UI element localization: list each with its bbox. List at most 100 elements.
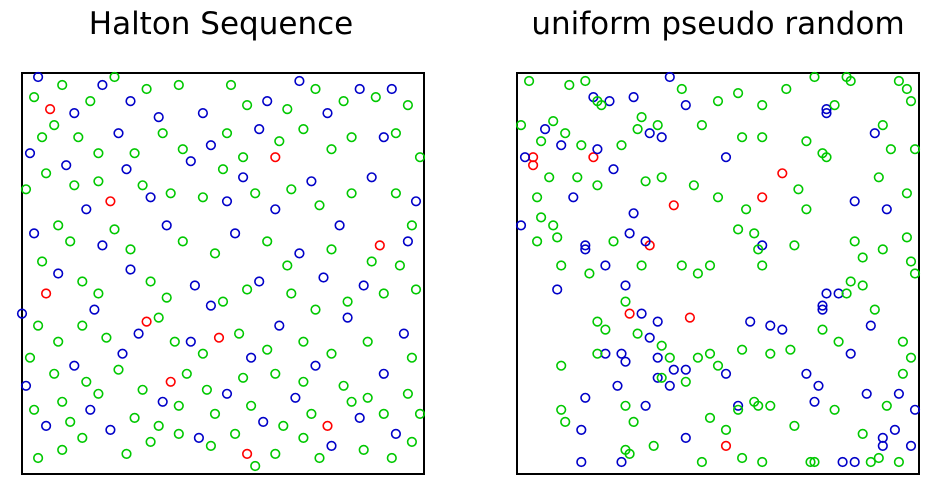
halton-point-s1-50 bbox=[246, 352, 257, 363]
halton-point-s2-1 bbox=[57, 79, 68, 91]
halton-point-s2-62 bbox=[342, 296, 353, 307]
pseudo-random-point-s1-39 bbox=[580, 392, 591, 403]
halton-point-s2-119 bbox=[250, 460, 261, 472]
halton-point-s2-74 bbox=[298, 336, 309, 347]
pseudo-random-point-s2-19 bbox=[535, 136, 547, 147]
halton-point-s1-30 bbox=[161, 220, 172, 231]
pseudo-random-point-s2-28 bbox=[757, 132, 768, 143]
pseudo-random-point-s2-53 bbox=[584, 268, 595, 279]
pseudo-random-point-s2-22 bbox=[576, 140, 587, 151]
pseudo-random-point-s2-47 bbox=[531, 192, 543, 203]
pseudo-random-point-s1-42 bbox=[732, 400, 744, 411]
pseudo-random-point-s2-41 bbox=[712, 192, 724, 203]
pseudo-random-point-s2-21 bbox=[560, 128, 571, 139]
halton-point-s2-16 bbox=[93, 148, 104, 159]
pseudo-random-point-s1-30 bbox=[652, 316, 663, 327]
pseudo-random-point-s1-67 bbox=[652, 352, 663, 363]
pseudo-random-point-s2-37 bbox=[592, 180, 603, 191]
halton-point-s1-7 bbox=[294, 75, 305, 87]
pseudo-random-point-s1-45 bbox=[765, 320, 776, 331]
pseudo-random-point-s1-8 bbox=[656, 132, 667, 143]
pseudo-random-point-s2-44 bbox=[801, 204, 812, 215]
pseudo-random-point-s1-22 bbox=[600, 260, 611, 271]
pseudo-random-point-s2-103 bbox=[765, 400, 776, 411]
pseudo-random-point-s2-92 bbox=[556, 404, 567, 415]
halton-point-s1-16 bbox=[61, 160, 72, 171]
halton-point-s2-111 bbox=[270, 448, 281, 460]
pseudo-random-title: uniform pseudo random bbox=[531, 6, 904, 42]
pseudo-random-point-s2-16 bbox=[901, 83, 913, 95]
pseudo-random-point-s0-8 bbox=[684, 312, 696, 323]
halton-point-s2-29 bbox=[40, 168, 52, 179]
pseudo-random-point-s2-23 bbox=[616, 140, 627, 151]
pseudo-random-point-s1-18 bbox=[628, 208, 639, 219]
halton-point-s1-43 bbox=[205, 300, 216, 311]
halton-point-s1-26 bbox=[270, 204, 281, 215]
pseudo-random-point-s1-25 bbox=[849, 196, 860, 207]
halton-point-s2-101 bbox=[378, 408, 389, 420]
halton-point-s2-28 bbox=[20, 184, 32, 195]
pseudo-random-point-s2-106 bbox=[857, 428, 868, 440]
pseudo-random-point-s1-65 bbox=[616, 456, 627, 468]
pseudo-random-point-s2-14 bbox=[845, 75, 856, 87]
halton-point-s2-72 bbox=[234, 328, 245, 339]
halton-point-s1-60 bbox=[105, 424, 116, 436]
pseudo-random-point-s1-64 bbox=[680, 432, 691, 444]
pseudo-random-point-s1-57 bbox=[909, 404, 921, 415]
halton-point-s2-4 bbox=[141, 83, 152, 95]
pseudo-random-point-s2-42 bbox=[740, 204, 752, 215]
pseudo-random-point-s2-7 bbox=[712, 95, 724, 107]
halton-point-s1-63 bbox=[326, 440, 337, 452]
pseudo-random-point-s1-62 bbox=[837, 456, 848, 468]
halton-point-s2-70 bbox=[169, 336, 180, 347]
halton-point-s1-21 bbox=[366, 172, 377, 183]
halton-point-s2-55 bbox=[93, 288, 104, 299]
halton-point-s2-12 bbox=[402, 99, 414, 111]
pseudo-random-point-s2-108 bbox=[897, 368, 909, 379]
halton-point-s1-54 bbox=[85, 404, 96, 415]
halton-point-s2-44 bbox=[109, 224, 120, 235]
pseudo-random-point-s1-33 bbox=[616, 348, 627, 359]
halton-point-s2-11 bbox=[370, 91, 381, 103]
halton-point-s0-7 bbox=[165, 376, 176, 387]
pseudo-random-point-s2-115 bbox=[805, 456, 816, 468]
halton-point-s2-41 bbox=[406, 220, 418, 231]
halton-point-s2-30 bbox=[69, 180, 80, 191]
halton-point-s1-33 bbox=[402, 236, 414, 247]
pseudo-random-point-s1-63 bbox=[849, 456, 860, 468]
pseudo-random-point-s1-23 bbox=[640, 236, 651, 247]
halton-point-s1-62 bbox=[258, 416, 269, 428]
halton-point-s0-6 bbox=[213, 332, 225, 343]
pseudo-random-point-s2-29 bbox=[801, 136, 812, 147]
pseudo-random-point-s1-21 bbox=[580, 244, 591, 255]
pseudo-random-point-s1-9 bbox=[644, 128, 655, 139]
pseudo-random-point-s1-0 bbox=[664, 71, 675, 83]
halton-point-s1-44 bbox=[274, 320, 285, 331]
halton-point-s1-0 bbox=[32, 71, 44, 83]
halton-point-s1-64 bbox=[390, 428, 402, 440]
halton-point-s1-15 bbox=[378, 132, 389, 143]
halton-point-s2-117 bbox=[65, 416, 76, 428]
halton-panel: Halton Sequence bbox=[16, 6, 426, 475]
pseudo-random-point-s2-35 bbox=[544, 172, 555, 183]
halton-point-s2-56 bbox=[145, 276, 156, 287]
pseudo-random-point-s1-11 bbox=[519, 152, 531, 163]
pseudo-random-point-s2-82 bbox=[817, 324, 828, 335]
halton-point-s2-40 bbox=[390, 188, 402, 199]
halton-point-s2-18 bbox=[157, 128, 168, 139]
pseudo-random-point-s0-2 bbox=[588, 152, 599, 163]
halton-point-s1-52 bbox=[378, 368, 389, 379]
pseudo-random-point-s2-71 bbox=[592, 316, 603, 327]
halton-point-s1-49 bbox=[185, 336, 196, 347]
halton-point-s1-11 bbox=[113, 128, 124, 139]
halton-point-s2-112 bbox=[298, 432, 309, 444]
pseudo-random-point-s2-34 bbox=[909, 144, 921, 155]
halton-point-s2-50 bbox=[326, 244, 337, 255]
halton-point-s2-33 bbox=[165, 188, 176, 199]
pseudo-random-point-s2-118 bbox=[873, 452, 884, 464]
pseudo-random-point-s2-20 bbox=[548, 115, 559, 127]
pseudo-random-point-s2-46 bbox=[901, 188, 913, 199]
halton-point-s2-105 bbox=[77, 432, 88, 444]
pseudo-random-point-s2-86 bbox=[857, 280, 868, 291]
halton-point-s2-54 bbox=[77, 276, 88, 287]
